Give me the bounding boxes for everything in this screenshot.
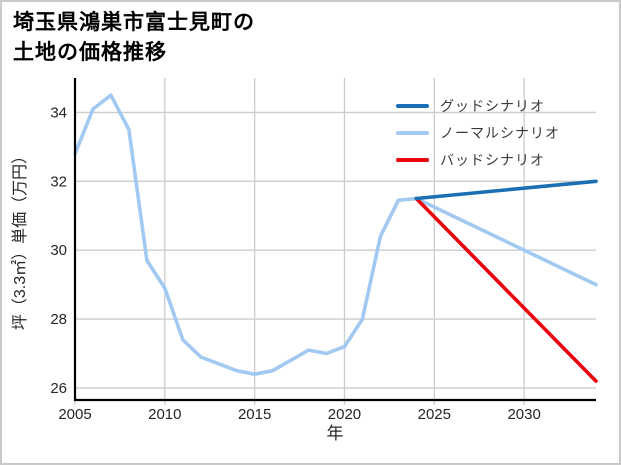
x-tick-label: 2025 — [418, 406, 451, 423]
grid-layer — [74, 78, 596, 405]
page-title-line-1: 埼玉県鴻巣市富士見町の — [13, 11, 255, 34]
tick-layer: 2005 2010 2015 2020 2025 2030 26 28 30 32 34 — [50, 104, 541, 423]
series-line-good — [414, 179, 598, 201]
legend-label-bad: バッドシナリオ — [440, 151, 545, 168]
page-title-line-2: 土地の価格推移 — [13, 41, 167, 64]
x-tick-label: 2015 — [238, 406, 271, 423]
x-tick-label: 2010 — [148, 406, 181, 423]
series-line-normal — [73, 93, 598, 377]
x-tick-label: 2005 — [58, 406, 91, 423]
legend-item-good: グッドシナリオ — [396, 92, 560, 119]
legend-label-normal: ノーマルシナリオ — [440, 124, 560, 141]
y-tick-label: 28 — [50, 311, 67, 328]
x-tick-label: 2020 — [328, 406, 361, 423]
y-tick-label: 34 — [50, 104, 67, 121]
series-line-bad — [414, 196, 598, 383]
y-tick-label: 32 — [50, 173, 67, 190]
legend-marker-normal — [396, 130, 429, 135]
legend-marker-bad — [396, 157, 429, 162]
y-axis-label: 坪（3.3㎡）単価（万円） — [11, 148, 29, 330]
y-tick-label: 30 — [50, 242, 67, 259]
legend: グッドシナリオ ノーマルシナリオ バッドシナリオ — [396, 92, 560, 173]
x-axis-label: 年 — [327, 424, 344, 443]
legend-item-bad: バッドシナリオ — [396, 146, 560, 173]
y-tick-label: 26 — [50, 380, 67, 397]
series-layer — [73, 93, 598, 383]
axis-layer — [73, 78, 596, 402]
legend-marker-good — [396, 103, 429, 108]
x-tick-label: 2030 — [507, 406, 540, 423]
legend-label-good: グッドシナリオ — [440, 97, 545, 114]
legend-item-normal: ノーマルシナリオ — [396, 119, 560, 146]
page-title: 埼玉県鴻巣市富士見町の 土地の価格推移 — [13, 8, 255, 68]
